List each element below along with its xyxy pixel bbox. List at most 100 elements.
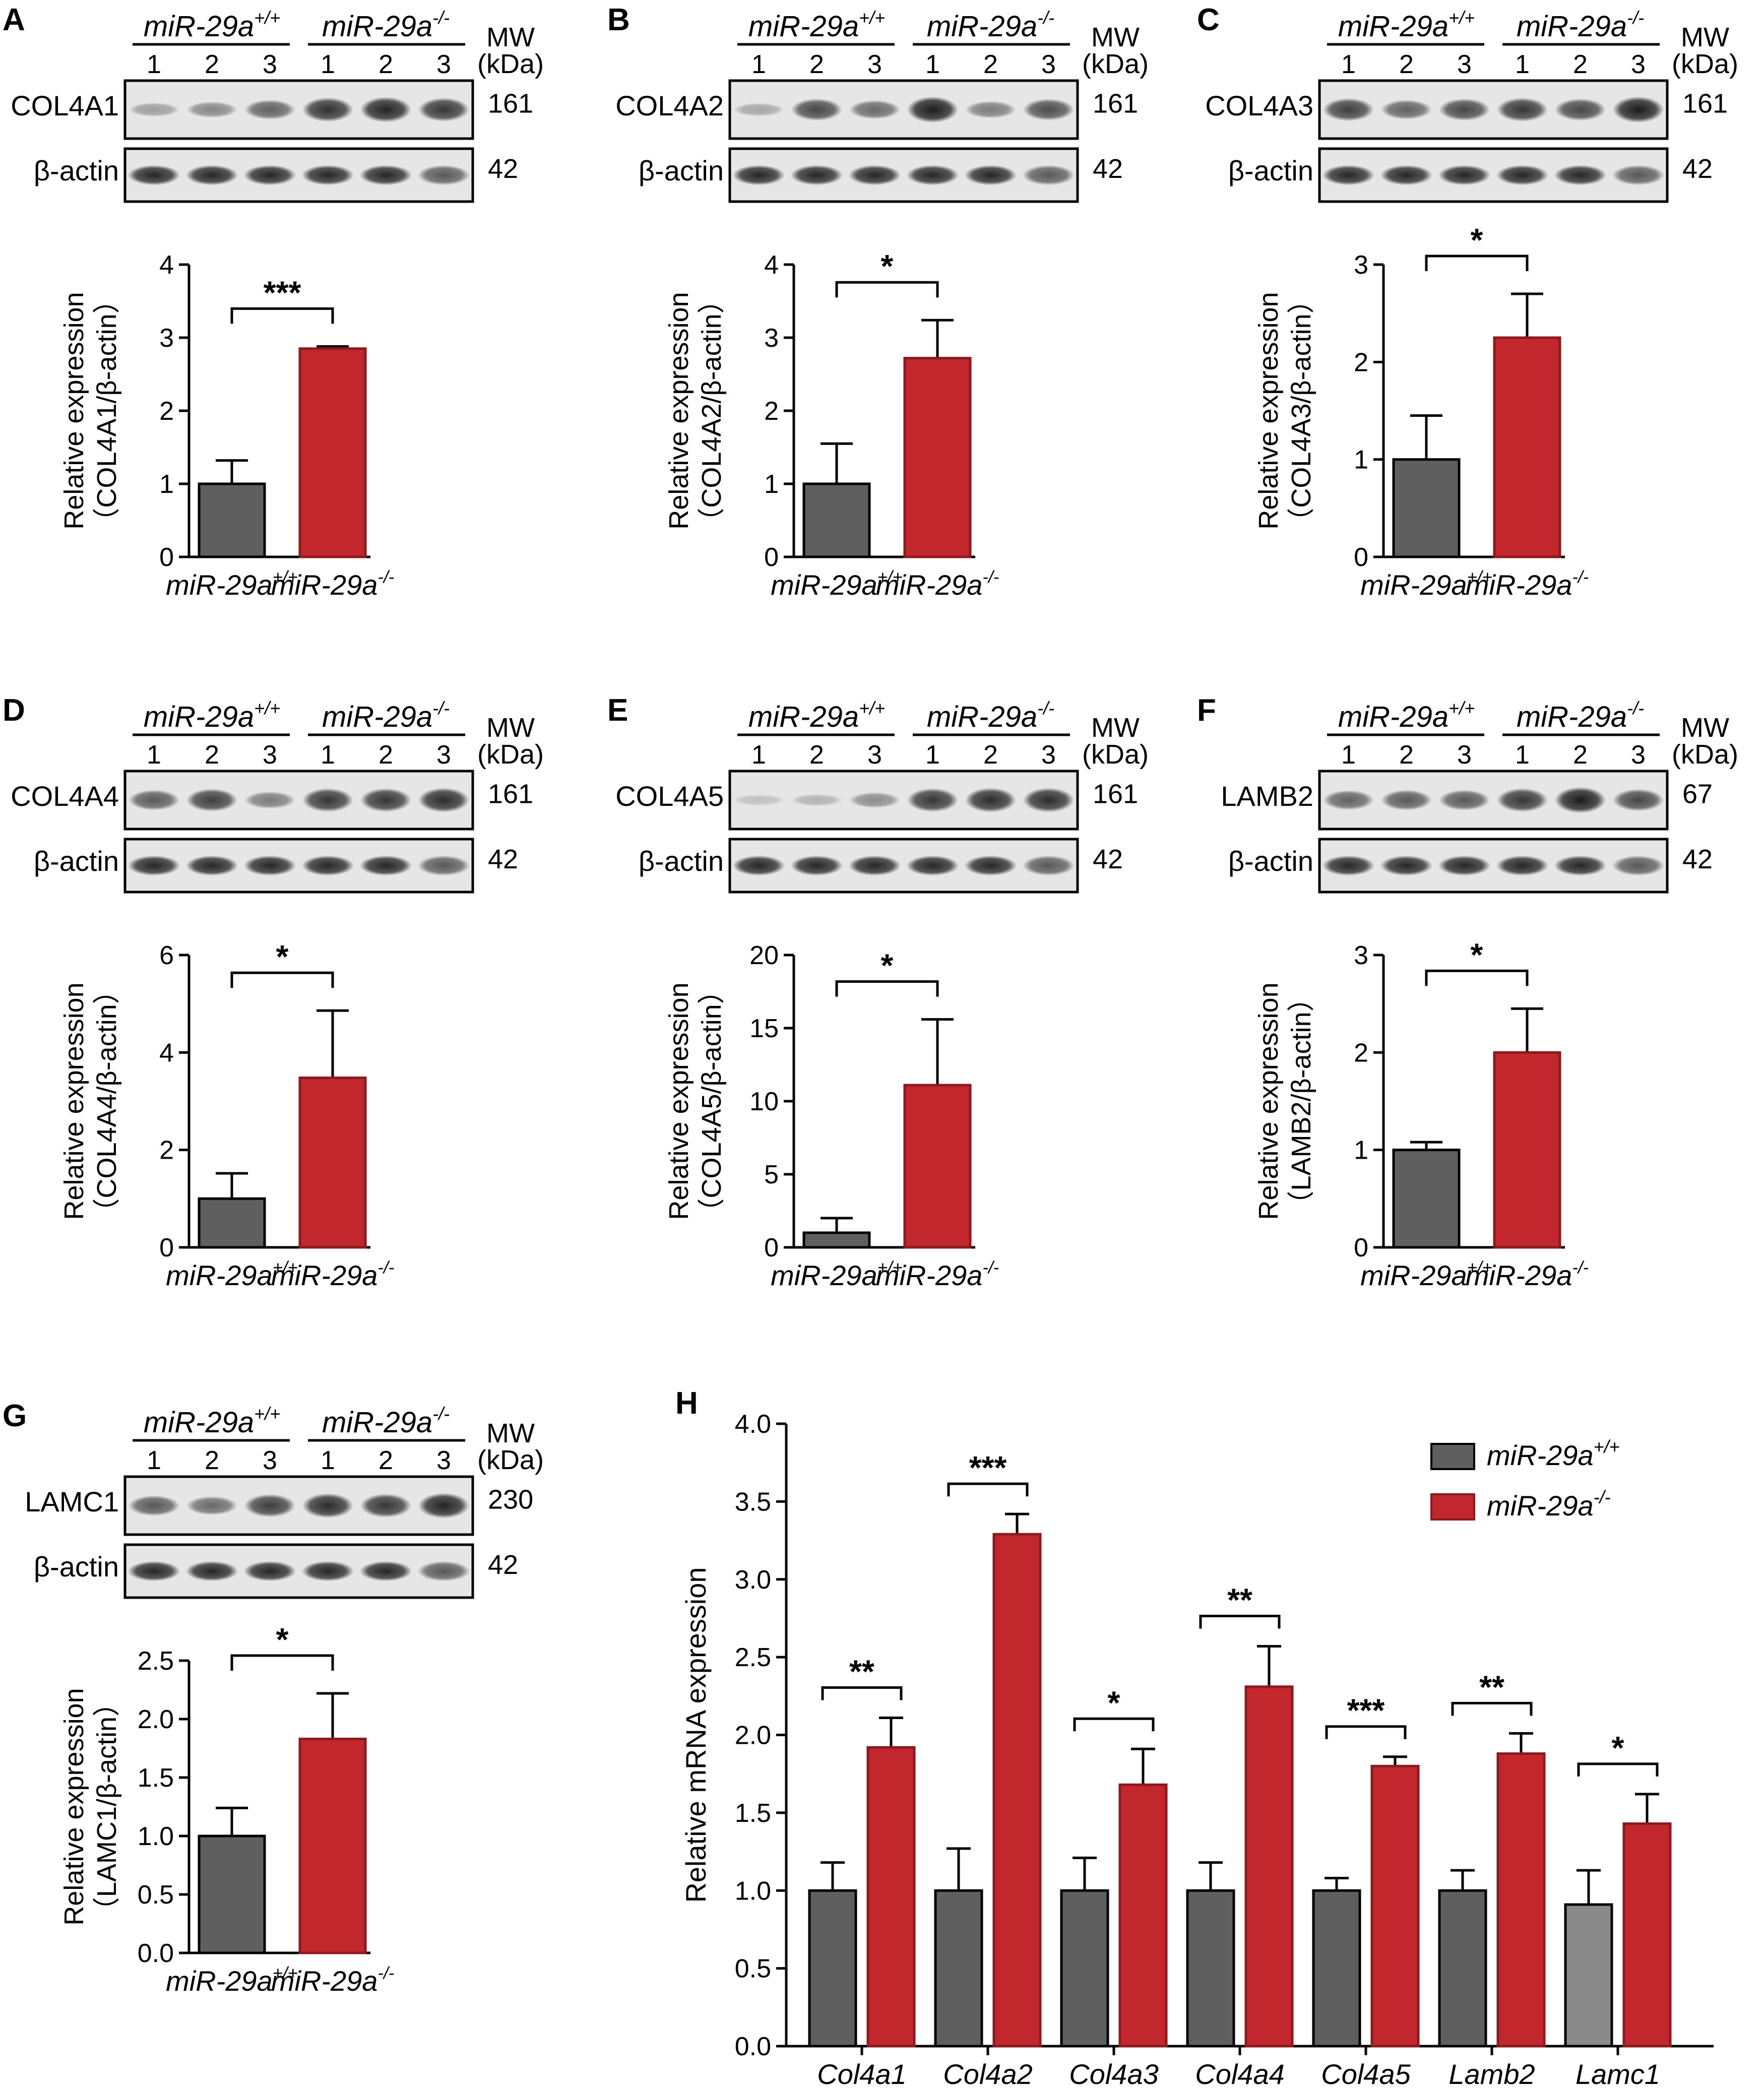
lane-number: 2 xyxy=(1573,740,1588,770)
bar-wt xyxy=(934,1889,983,2048)
panel-letter: H xyxy=(675,1386,698,1421)
target-blot xyxy=(728,770,1079,831)
actin-kda: 42 xyxy=(488,154,518,184)
group-label-ko: miR-29a-/- xyxy=(927,698,1054,733)
significance-marker: * xyxy=(1108,1684,1120,1721)
y-axis-label-sub: （LAMC1/β-actin） xyxy=(92,1689,122,1924)
lane-number: 3 xyxy=(436,50,451,79)
y-tick-label: 4 xyxy=(764,250,779,280)
x-label-ko: miR-29a-/- xyxy=(1466,1258,1589,1291)
legend: miR-29a+/+miR-29a-/- xyxy=(1430,1436,1620,1522)
bar-ko xyxy=(866,1746,916,2048)
actin-kda: 42 xyxy=(488,1550,518,1580)
x-label-ko-genotype: -/- xyxy=(377,1964,394,1983)
actin-band xyxy=(417,165,470,185)
y-tick-label: 0 xyxy=(764,1233,779,1262)
y-axis-label-sub: （COL4A1/β-actin） xyxy=(92,286,122,535)
y-axis-label: Relative expression xyxy=(664,982,694,1220)
target-band xyxy=(733,794,785,806)
x-label-ko-genotype: -/- xyxy=(377,1258,394,1277)
lane-number: 3 xyxy=(867,50,882,79)
group-label-ko: miR-29a-/- xyxy=(322,1404,450,1439)
y-tick-label: 1.0 xyxy=(138,1822,174,1851)
significance-bracket xyxy=(1325,1725,1407,1739)
group-label-wt: miR-29a+/+ xyxy=(1338,698,1475,733)
actin-band xyxy=(185,855,238,876)
significance-marker: *** xyxy=(1347,1692,1385,1729)
actin-band xyxy=(1554,165,1607,185)
y-tick-label: 0 xyxy=(159,543,174,572)
significance-bracket xyxy=(1073,1717,1155,1732)
target-band xyxy=(965,101,1017,118)
actin-band xyxy=(906,855,959,876)
y-tick-label: 10 xyxy=(749,1087,779,1116)
target-band xyxy=(1380,790,1432,810)
y-tick-label: 2.5 xyxy=(138,1646,174,1676)
lane-number: 3 xyxy=(1041,740,1056,770)
group-label-wt: miR-29a+/+ xyxy=(748,698,885,733)
actin-band xyxy=(185,1561,238,1581)
target-band xyxy=(418,1493,470,1518)
group-label-wt: miR-29a+/+ xyxy=(1338,8,1475,43)
lane-number: 1 xyxy=(751,50,766,79)
bar-wt xyxy=(1312,1889,1361,2048)
actin-band xyxy=(906,165,959,185)
kda-label: (kDa) xyxy=(1082,739,1149,770)
bar-ko xyxy=(1496,1752,1546,2048)
x-label-ko-genotype: -/- xyxy=(982,1258,999,1277)
bar-ko xyxy=(1493,336,1561,558)
group-label-wt-genotype: +/+ xyxy=(254,698,280,719)
mw-label: MW xyxy=(1091,713,1140,743)
group-label-ko-genotype: -/- xyxy=(432,698,450,719)
lane-number: 3 xyxy=(1041,50,1056,79)
y-axis-label: Relative expression xyxy=(59,1688,89,1925)
target-band xyxy=(1612,96,1664,123)
actin-band xyxy=(732,165,785,185)
significance-marker: ** xyxy=(849,1654,874,1690)
target-band xyxy=(733,103,785,116)
bar-chart: 0 2 4 6 Relative expression （COL4A4/β-actin） m… xyxy=(59,938,394,1291)
y-axis-label-sub: （COL4A3/β-actin） xyxy=(1286,286,1316,535)
lane-number: 1 xyxy=(147,740,161,770)
target-band xyxy=(1380,99,1432,120)
lane-number: 2 xyxy=(983,740,998,770)
group-label-wt: miR-29a+/+ xyxy=(144,1404,280,1439)
actin-band xyxy=(1554,855,1607,876)
actin-band xyxy=(1438,855,1491,876)
actin-blot xyxy=(1318,147,1669,203)
protein-label: COL4A1 xyxy=(11,90,119,121)
protein-label: COL4A3 xyxy=(1205,90,1313,121)
actin-blot xyxy=(123,147,474,203)
actin-band xyxy=(301,1561,354,1581)
group-label-ko: miR-29a-/- xyxy=(322,698,450,733)
y-tick-label: 3 xyxy=(159,324,174,353)
significance-bracket xyxy=(821,1686,903,1700)
mw-label: MW xyxy=(486,22,535,52)
actin-label: β-actin xyxy=(34,845,119,877)
x-label-wt: miR-29a+/+ xyxy=(771,567,903,601)
y-tick-label: 0 xyxy=(1354,543,1368,572)
target-band xyxy=(965,788,1017,812)
protein-kda: 161 xyxy=(488,779,533,809)
x-label-ko-name: miR-29a xyxy=(876,569,983,601)
actin-band xyxy=(301,165,354,185)
group-label-wt-genotype: +/+ xyxy=(859,698,885,719)
legend-swatch-wt xyxy=(1430,1443,1475,1470)
x-label-wt-genotype: +/+ xyxy=(273,1258,298,1277)
lane-number: 1 xyxy=(147,50,161,79)
mw-label: MW xyxy=(486,713,535,743)
significance-bracket xyxy=(1199,1615,1281,1629)
target-band xyxy=(1438,790,1490,810)
x-label-wt-name: miR-29a xyxy=(771,1259,877,1291)
lane-number: 1 xyxy=(925,740,940,770)
bar-chart: 0 1 2 3 Relative expression （LAMB2/β-actin） mi… xyxy=(1253,936,1589,1291)
actin-band xyxy=(732,855,785,876)
group-label-wt-name: miR-29a xyxy=(144,10,254,43)
bar-wt xyxy=(1392,458,1461,558)
actin-band xyxy=(964,165,1017,185)
y-axis-label-sub: （COL4A4/β-actin） xyxy=(92,977,122,1225)
target-band xyxy=(418,97,470,122)
actin-label: β-actin xyxy=(34,1551,119,1582)
